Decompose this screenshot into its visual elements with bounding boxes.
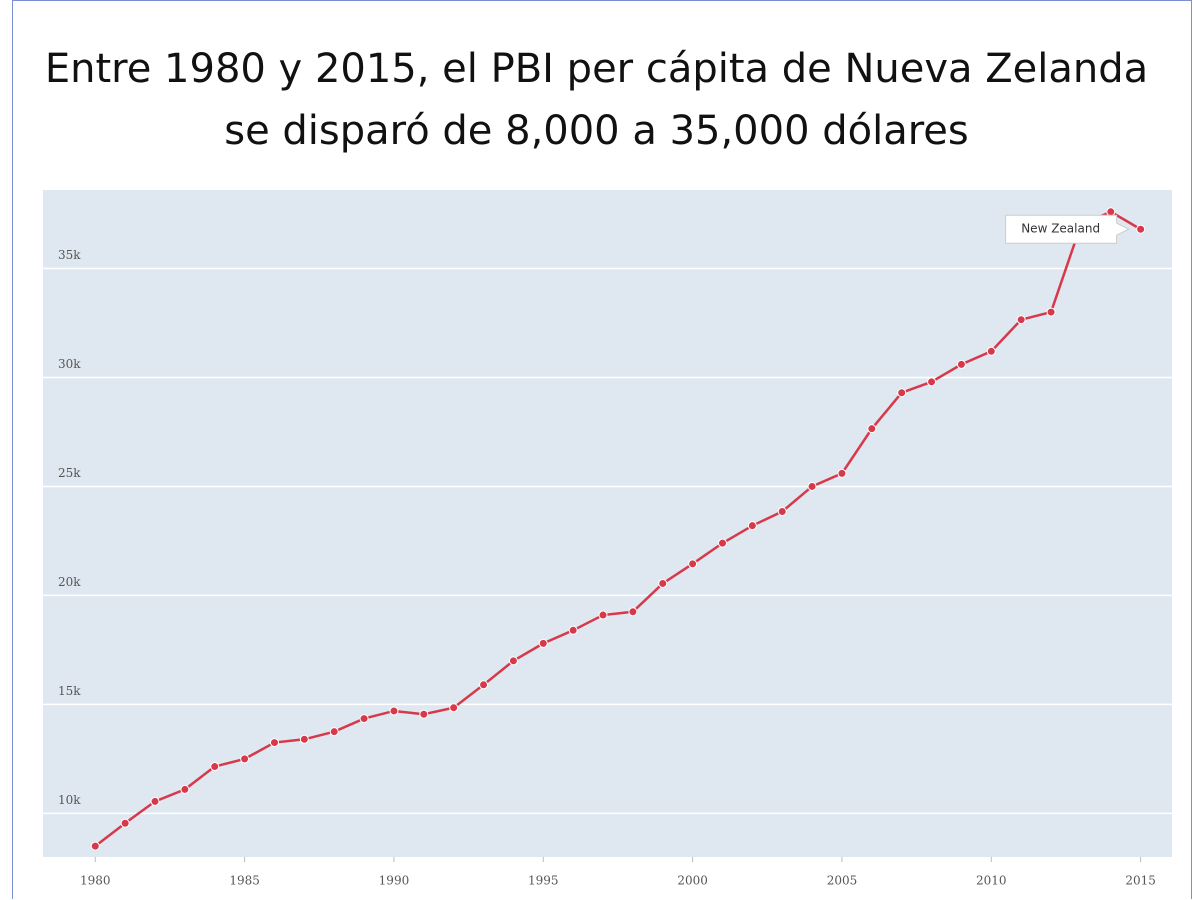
- point: [658, 578, 668, 588]
- point: [359, 714, 369, 724]
- point: [449, 703, 459, 713]
- point: [1136, 224, 1146, 234]
- y-tick-label: 30k: [58, 357, 81, 371]
- point: [777, 507, 787, 517]
- label-box: [1005, 214, 1130, 244]
- x-tick-label: 2000: [677, 874, 708, 888]
- point: [538, 638, 548, 648]
- point: [150, 796, 160, 806]
- point: [240, 754, 250, 764]
- point: [867, 424, 877, 434]
- point: [927, 377, 937, 387]
- point: [210, 762, 220, 772]
- point: [389, 706, 399, 716]
- point: [986, 346, 996, 356]
- point: [807, 481, 817, 491]
- point: [598, 610, 608, 620]
- point: [508, 656, 518, 666]
- series-label: New Zealand: [1021, 222, 1100, 236]
- y-tick-label: 10k: [58, 793, 81, 807]
- point: [329, 727, 339, 737]
- point: [1106, 207, 1116, 217]
- point: [568, 625, 578, 635]
- point: [180, 784, 190, 794]
- point: [269, 738, 279, 748]
- x-tick-label: 1995: [528, 874, 559, 888]
- x-tick-label: 2015: [1125, 874, 1156, 888]
- point: [956, 359, 966, 369]
- x-tick-label: 1980: [80, 874, 111, 888]
- line: [94, 210, 1142, 848]
- x-tick-label: 1990: [379, 874, 410, 888]
- point: [1046, 307, 1056, 317]
- y-tick-label: 25k: [58, 466, 81, 480]
- point: [628, 607, 638, 617]
- plot-area: [43, 190, 1172, 857]
- chart-title: Entre 1980 y 2015, el PBI per cápita de …: [44, 46, 1149, 154]
- y-tick-label: 35k: [58, 248, 81, 262]
- y-tick-label: 20k: [58, 575, 81, 589]
- frame: [12, 0, 1192, 899]
- point: [120, 818, 130, 828]
- point: [90, 841, 100, 851]
- x-tick-label: 2005: [827, 874, 858, 888]
- point: [688, 559, 698, 569]
- point: [479, 680, 489, 690]
- point: [837, 468, 847, 478]
- point: [897, 388, 907, 398]
- point: [419, 709, 429, 719]
- x-tick-label: 1985: [229, 874, 260, 888]
- point: [717, 538, 727, 548]
- point: [299, 734, 309, 744]
- point: [747, 521, 757, 531]
- point: [1016, 315, 1026, 325]
- x-tick-label: 2010: [976, 874, 1007, 888]
- y-tick-label: 15k: [58, 684, 81, 698]
